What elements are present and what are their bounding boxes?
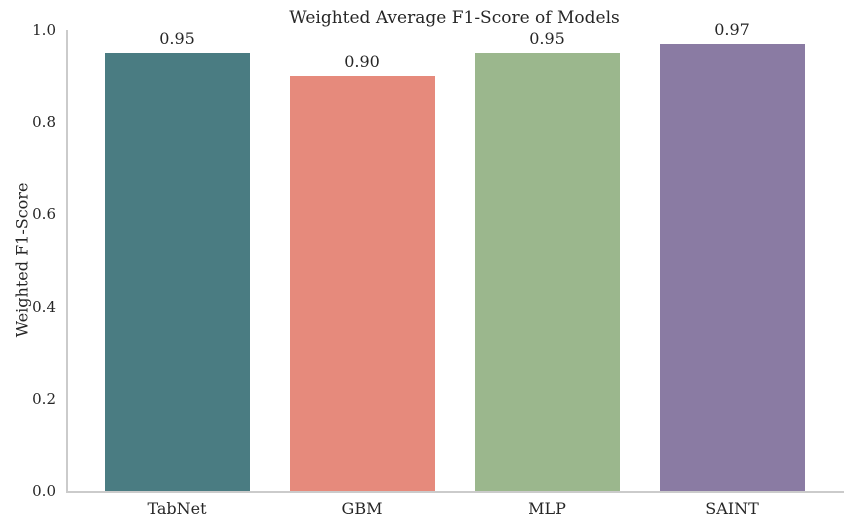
chart-title: Weighted Average F1-Score of Models	[289, 8, 620, 28]
y-tick-label: 0.8	[32, 113, 56, 132]
plot-area: 0.95 0.90 0.95 0.97	[66, 20, 843, 491]
bar-value-label: 0.90	[344, 52, 380, 71]
x-tick-label-mlp: MLP	[528, 499, 566, 518]
x-tick-label-tabnet: TabNet	[147, 499, 207, 518]
y-axis-spine	[66, 30, 68, 492]
y-tick-label: 0.2	[32, 389, 56, 408]
y-tick-label: 0.0	[32, 482, 56, 500]
bar-value-label: 0.97	[714, 20, 750, 39]
bar-mlp	[475, 53, 620, 491]
y-tick-label: 0.6	[32, 205, 56, 224]
x-axis-spine	[66, 491, 844, 493]
y-tick-label: 0.4	[32, 297, 56, 316]
bar-saint	[660, 44, 805, 491]
x-tick-label-gbm: GBM	[341, 499, 383, 518]
y-tick-label: 1.0	[32, 21, 56, 39]
x-tick-label-saint: SAINT	[705, 499, 759, 518]
bar-value-label: 0.95	[529, 29, 565, 48]
bar-tabnet	[105, 53, 250, 491]
bar-gbm	[290, 76, 435, 491]
bar-value-label: 0.95	[159, 29, 195, 48]
